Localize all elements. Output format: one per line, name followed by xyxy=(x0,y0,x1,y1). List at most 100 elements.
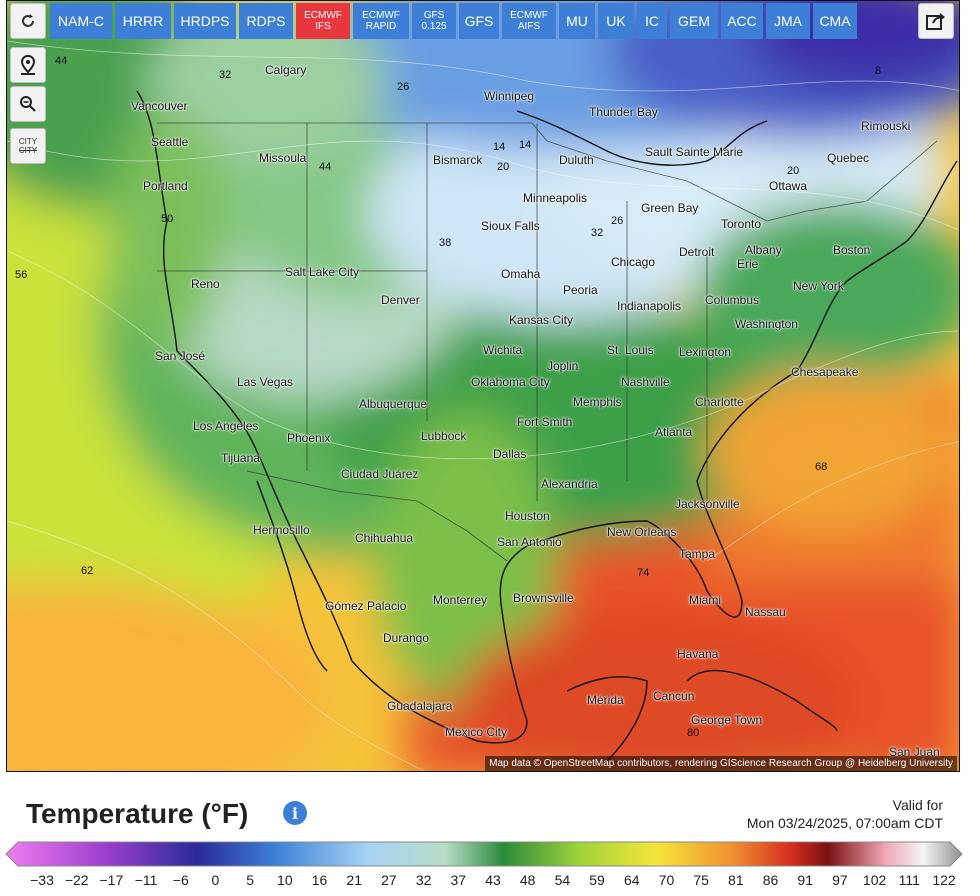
model-button-hrdps[interactable]: HRDPS xyxy=(174,3,236,39)
city-label: New Orleans xyxy=(607,525,677,539)
isotherm-label: 80 xyxy=(687,727,700,739)
scale-tick-label: −33 xyxy=(30,872,54,888)
model-button-cma[interactable]: CMA xyxy=(813,3,857,39)
scale-tick-label: 37 xyxy=(450,872,467,888)
isotherm-label: 14 xyxy=(493,141,506,153)
share-icon xyxy=(926,13,945,30)
scale-tick-label: 16 xyxy=(311,872,328,888)
isotherm-label: 26 xyxy=(397,81,410,93)
scale-tick-label: 86 xyxy=(762,872,779,888)
model-button-nam-c[interactable]: NAM-C xyxy=(50,3,112,39)
scale-tick-label: 81 xyxy=(728,872,744,888)
info-icon[interactable]: i xyxy=(283,801,307,825)
city-label: Chihuahua xyxy=(355,531,414,545)
city-label: Brownsville xyxy=(513,591,574,605)
city-label: Hermosillo xyxy=(253,523,310,537)
city-label: Rimouski xyxy=(861,119,911,133)
city-toggle-label-struck: CITY xyxy=(18,146,38,155)
isotherm-label: 32 xyxy=(219,69,232,81)
city-toggle-label: CITY xyxy=(18,137,38,146)
scale-tick-label: 21 xyxy=(346,872,363,888)
scale-tick-label: 97 xyxy=(832,872,848,888)
city-label: Denver xyxy=(381,293,420,307)
scale-tick-label: 10 xyxy=(277,872,293,888)
scale-tick-label: 111 xyxy=(898,872,920,888)
model-button-hrrr[interactable]: HRRR xyxy=(115,3,171,39)
city-label: Detroit xyxy=(679,245,715,259)
city-label: Albany xyxy=(745,243,782,257)
scale-tick-label: 70 xyxy=(658,872,675,888)
model-button-gem[interactable]: GEM xyxy=(670,3,718,39)
isotherm-label: 20 xyxy=(497,161,510,173)
share-button[interactable] xyxy=(918,3,954,39)
city-label: Houston xyxy=(505,509,550,523)
model-button-mu[interactable]: MU xyxy=(559,3,595,39)
city-label: Las Vegas xyxy=(237,375,294,389)
coastlines xyxy=(136,90,958,762)
city-label: Oklahoma City xyxy=(471,375,550,389)
model-button-jma[interactable]: JMA xyxy=(766,3,810,39)
model-label-line1: ECMWF xyxy=(304,10,342,21)
isotherm-label: 68 xyxy=(815,461,828,473)
city-label: Portland xyxy=(143,179,188,193)
model-button-ic[interactable]: IC xyxy=(637,3,667,39)
city-label: Chicago xyxy=(611,255,656,269)
model-label-line2: 0.125 xyxy=(421,21,447,32)
model-button-ecmwf-ifs[interactable]: ECMWF IFS xyxy=(296,3,350,39)
city-label: Durango xyxy=(383,631,430,645)
city-label: San Juan xyxy=(889,745,940,759)
city-label: Washington xyxy=(735,317,798,331)
city-label: Calgary xyxy=(265,63,307,77)
refresh-button[interactable] xyxy=(10,3,46,39)
city-label: Duluth xyxy=(559,153,594,167)
city-label: Atlanta xyxy=(655,425,693,439)
isotherm-label: 44 xyxy=(55,55,68,67)
city-label: Chesapeake xyxy=(791,365,859,379)
city-label: San José xyxy=(155,349,206,363)
city-label: Mexico City xyxy=(445,725,508,739)
model-button-rdps[interactable]: RDPS xyxy=(239,3,293,39)
city-label: Memphis xyxy=(573,395,622,409)
model-button-uk[interactable]: UK xyxy=(598,3,634,39)
city-label: Vancouver xyxy=(131,99,188,113)
scale-tick-label: −6 xyxy=(172,872,189,888)
scale-tick-label: 122 xyxy=(932,872,956,888)
model-button-acc[interactable]: ACC xyxy=(721,3,763,39)
city-label: Phoenix xyxy=(287,431,331,445)
zoom-button[interactable] xyxy=(10,86,46,122)
city-label: Thunder Bay xyxy=(589,105,658,119)
city-label: Guadalajara xyxy=(387,699,453,713)
valid-label: Valid for xyxy=(892,797,943,813)
city-label: Sioux Falls xyxy=(481,219,540,233)
scale-tick-label: −17 xyxy=(99,872,124,888)
city-label: Salt Lake City xyxy=(285,265,360,279)
model-label-line1: GFS xyxy=(423,10,445,21)
model-button-ecmwf-aifs[interactable]: ECMWF AIFS xyxy=(502,3,556,39)
city-label: Seattle xyxy=(151,135,189,149)
isotherm-label: 62 xyxy=(81,565,94,577)
valid-time: Valid for Mon 03/24/2025, 07:00am CDT xyxy=(747,796,943,832)
city-label: Los Angeles xyxy=(193,419,259,433)
city-label: Tijuana xyxy=(221,451,260,465)
weather-map[interactable]: Calgary Winnipeg Thunder Bay Rimouski Vancou… xyxy=(6,0,960,772)
model-button-gfs[interactable]: GFS xyxy=(459,3,499,39)
model-label-line1: ECMWF xyxy=(362,10,400,21)
scale-tick-label: 59 xyxy=(589,872,605,888)
temperature-field xyxy=(7,1,959,771)
city-label: Columbus xyxy=(705,293,760,307)
model-label-line2: IFS xyxy=(315,21,331,32)
model-selector: NAM-C HRRR HRDPS RDPS ECMWF IFS ECMWF RAPID GFS 0… xyxy=(50,3,857,39)
model-button-ecmwf-rapid[interactable]: ECMWF RAPID xyxy=(353,3,409,39)
location-button[interactable] xyxy=(10,47,46,83)
scale-tick-label: 32 xyxy=(415,872,432,888)
city-label: Minneapolis xyxy=(523,191,588,205)
city-toggle-button[interactable]: CITY CITY xyxy=(10,128,46,164)
model-button-gfs-0-125[interactable]: GFS 0.125 xyxy=(412,3,456,39)
scale-tick-label: 0 xyxy=(211,872,220,888)
isotherm-label: 8 xyxy=(875,65,882,77)
scale-tick-label: −22 xyxy=(64,872,89,888)
map-attribution[interactable]: Map data © OpenStreetMap contributors, r… xyxy=(485,756,957,771)
city-label: Cancún xyxy=(653,689,695,703)
isotherm-label: 14 xyxy=(519,139,532,151)
scale-tick-label: 75 xyxy=(693,872,709,888)
